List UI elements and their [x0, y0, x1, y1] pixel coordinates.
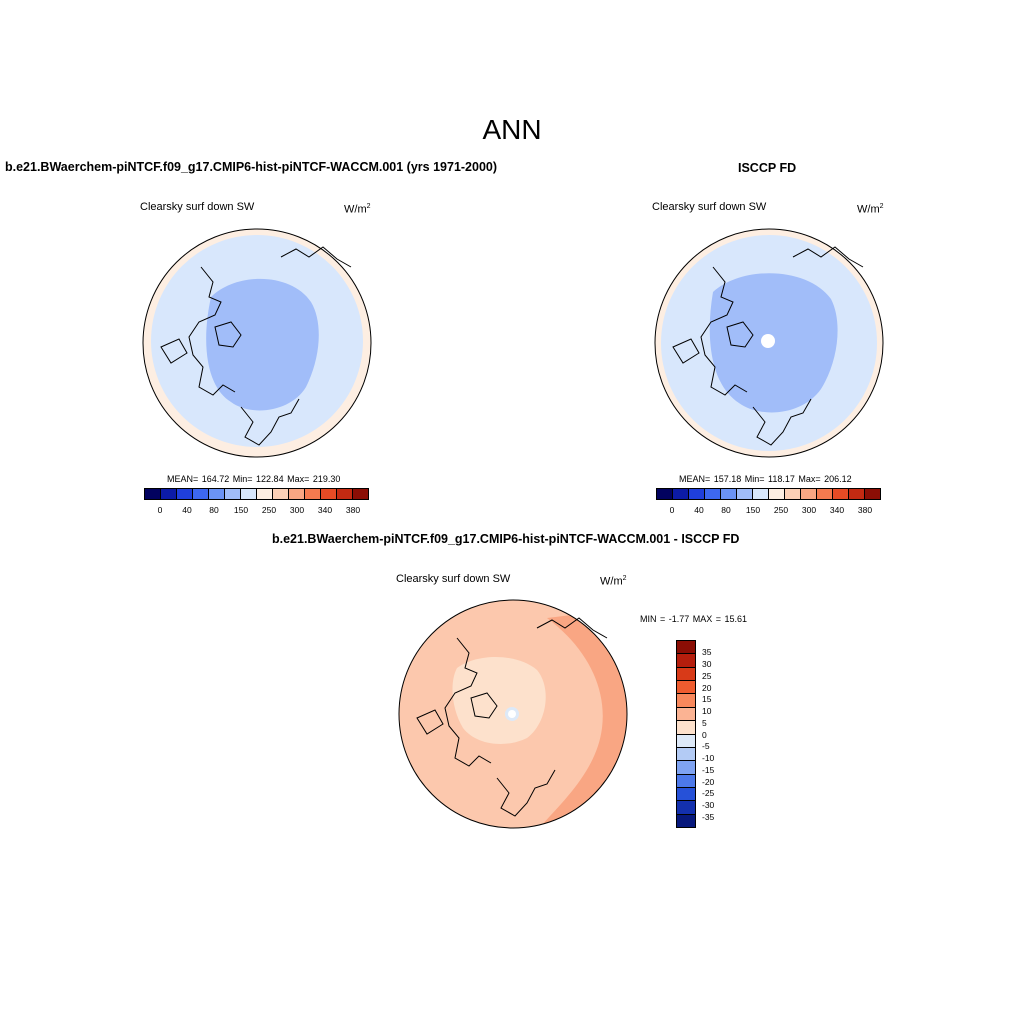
diff-colorbar-swatch	[677, 721, 695, 735]
left-tick: 40	[182, 505, 192, 515]
right-colorbar-swatch	[801, 489, 817, 499]
left-colorbar-swatch	[225, 489, 241, 499]
left-tick: 250	[261, 505, 277, 515]
right-colorbar-swatch	[865, 489, 880, 499]
diff-colorbar-swatch	[677, 654, 695, 668]
right-tick: 150	[745, 505, 761, 515]
right-colorbar-swatch	[705, 489, 721, 499]
right-tick: 80	[721, 505, 731, 515]
left-colorbar-swatch	[209, 489, 225, 499]
diff-colorbar-swatch	[677, 787, 695, 802]
figure-title: ANN	[482, 114, 542, 145]
diff-tick: 5	[702, 718, 707, 728]
right-stats: MEAN= 157.18 Min= 118.17 Max= 206.12	[679, 474, 852, 484]
left-variable-label: Clearsky surf down SW	[140, 201, 255, 213]
diff-tick: 15	[702, 694, 712, 704]
diff-units: W/m2	[600, 575, 627, 588]
diff-tick: 30	[702, 659, 712, 669]
diff-tick: 35	[702, 647, 712, 657]
diff-tick: 0	[702, 730, 707, 740]
left-units: W/m2	[344, 203, 371, 216]
left-colorbar-swatch	[337, 489, 353, 499]
diff-colorbar-swatch	[677, 774, 695, 788]
diff-colorbar-swatch	[677, 667, 695, 682]
right-tick: 40	[694, 505, 704, 515]
right-colorbar-swatch	[657, 489, 673, 499]
left-colorbar-swatch	[353, 489, 368, 499]
right-map	[654, 228, 884, 458]
diff-map	[398, 599, 628, 829]
right-colorbar-swatch	[833, 489, 849, 499]
left-colorbar-swatch	[273, 489, 289, 499]
diff-colorbar-swatch	[677, 734, 695, 748]
diff-colorbar-swatch	[677, 801, 695, 815]
left-tick: 340	[317, 505, 333, 515]
right-colorbar-labels: 0 40 80 150 250 300 340 380	[656, 505, 881, 517]
right-colorbar-swatch	[737, 489, 753, 499]
left-tick: 80	[209, 505, 219, 515]
diff-colorbar-swatch	[677, 814, 695, 828]
right-colorbar	[656, 488, 881, 500]
diff-tick: -15	[702, 765, 715, 775]
diff-tick: -30	[702, 800, 715, 810]
left-tick: 380	[345, 505, 361, 515]
diff-colorbar	[676, 640, 696, 828]
right-colorbar-swatch	[673, 489, 689, 499]
right-colorbar-swatch	[769, 489, 785, 499]
diff-colorbar-swatch	[677, 761, 695, 775]
diff-stats: MIN = -1.77 MAX = 15.61	[640, 614, 748, 624]
left-tick: 150	[233, 505, 249, 515]
diff-colorbar-swatch	[677, 694, 695, 708]
right-case-title: ISCCP FD	[738, 161, 797, 175]
diff-colorbar-swatch	[677, 641, 695, 655]
right-colorbar-swatch	[689, 489, 705, 499]
left-colorbar-swatch	[177, 489, 193, 499]
left-colorbar-swatch	[193, 489, 209, 499]
left-stats: MEAN= 164.72 Min= 122.84 Max= 219.30	[167, 474, 341, 484]
left-colorbar-swatch	[305, 489, 321, 499]
right-variable-label: Clearsky surf down SW	[652, 201, 767, 213]
right-units: W/m2	[857, 203, 884, 216]
right-tick: 250	[773, 505, 789, 515]
diff-tick: -5	[702, 741, 710, 751]
left-colorbar-swatch	[257, 489, 273, 499]
left-colorbar-swatch	[289, 489, 305, 499]
right-colorbar-swatch	[849, 489, 865, 499]
diff-variable-label: Clearsky surf down SW	[396, 573, 511, 585]
left-colorbar	[144, 488, 369, 500]
diff-tick: -25	[702, 788, 715, 798]
right-colorbar-swatch	[753, 489, 769, 499]
left-colorbar-swatch	[241, 489, 257, 499]
diff-colorbar-swatch	[677, 681, 695, 695]
left-tick: 300	[289, 505, 305, 515]
diff-tick: -20	[702, 777, 715, 787]
left-map	[142, 228, 372, 458]
right-tick: 300	[801, 505, 817, 515]
diff-tick: -35	[702, 812, 715, 822]
diff-colorbar-labels: 35 30 25 20 15 10 5 0 -5 -10 -15 -20 -25…	[702, 647, 732, 822]
left-case-title: b.e21.BWaerchem-piNTCF.f09_g17.CMIP6-his…	[5, 160, 498, 174]
left-colorbar-labels: 0 40 80 150 250 300 340 380	[144, 505, 369, 517]
diff-tick: 10	[702, 706, 712, 716]
left-colorbar-swatch	[161, 489, 177, 499]
right-colorbar-swatch	[817, 489, 833, 499]
right-colorbar-swatch	[721, 489, 737, 499]
right-colorbar-swatch	[785, 489, 801, 499]
diff-case-title: b.e21.BWaerchem-piNTCF.f09_g17.CMIP6-his…	[272, 532, 740, 546]
diff-tick: 25	[702, 671, 712, 681]
diff-tick: 20	[702, 683, 712, 693]
left-tick: 0	[157, 505, 163, 515]
diff-colorbar-swatch	[677, 747, 695, 762]
diff-colorbar-swatch	[677, 707, 695, 722]
right-tick: 340	[829, 505, 845, 515]
right-tick: 0	[669, 505, 675, 515]
left-colorbar-swatch	[145, 489, 161, 499]
left-colorbar-swatch	[321, 489, 337, 499]
diff-tick: -10	[702, 753, 715, 763]
right-tick: 380	[857, 505, 873, 515]
